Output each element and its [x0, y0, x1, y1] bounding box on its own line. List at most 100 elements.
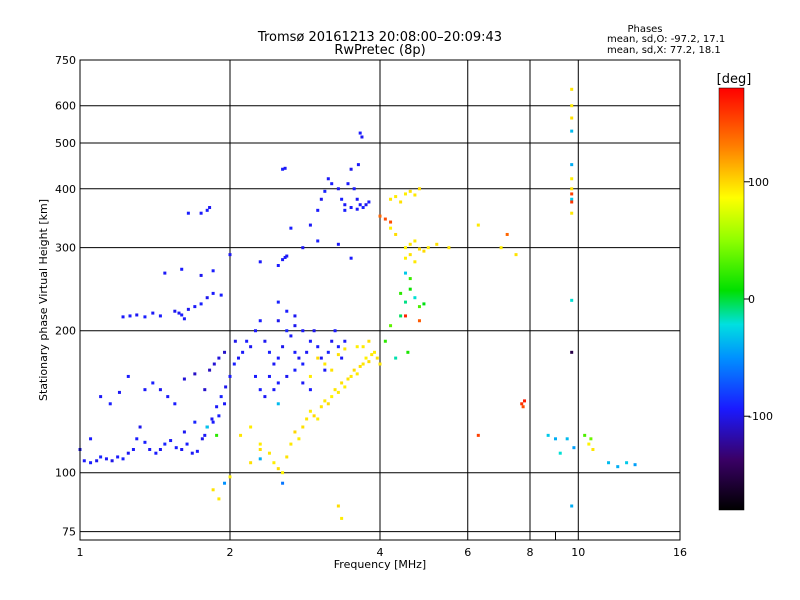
data-point — [383, 217, 387, 221]
data-point — [180, 267, 184, 271]
data-point — [570, 187, 574, 191]
data-point — [570, 200, 574, 204]
data-point — [121, 315, 125, 319]
data-point — [263, 395, 267, 399]
data-point — [163, 442, 167, 446]
data-point — [158, 447, 162, 451]
data-point — [219, 395, 223, 399]
data-point — [360, 135, 364, 139]
data-point — [212, 362, 216, 366]
data-point — [199, 302, 203, 306]
data-point — [316, 239, 320, 243]
data-point — [211, 269, 215, 273]
data-point — [272, 362, 276, 366]
y-tick-label: 300 — [55, 242, 76, 255]
data-point — [625, 461, 629, 465]
data-point — [154, 451, 158, 455]
data-point — [308, 223, 312, 227]
data-point — [135, 437, 139, 441]
colorbar-tick-label: 0 — [748, 293, 755, 306]
data-point — [166, 395, 170, 399]
data-point — [383, 339, 387, 343]
data-point — [399, 291, 403, 295]
x-tick-label: 6 — [464, 546, 471, 559]
data-point — [340, 516, 344, 520]
data-point — [258, 319, 262, 323]
data-point — [570, 298, 574, 302]
data-point — [232, 362, 236, 366]
data-point — [293, 314, 297, 318]
data-point — [323, 189, 327, 193]
data-point — [570, 177, 574, 181]
data-point — [89, 461, 93, 465]
data-point — [285, 374, 289, 378]
data-point — [276, 356, 280, 360]
data-point — [267, 451, 271, 455]
data-point — [131, 447, 135, 451]
data-point — [378, 362, 382, 366]
chart-title: Tromsø 20161213 20:08:00–20:09:43 — [257, 30, 502, 45]
data-point — [289, 442, 293, 446]
data-point — [476, 223, 480, 227]
data-point — [126, 451, 130, 455]
data-point — [355, 372, 359, 376]
data-point — [143, 315, 147, 319]
data-point — [285, 254, 289, 258]
data-point — [389, 226, 393, 230]
data-point — [293, 324, 297, 328]
data-point — [336, 345, 340, 349]
colorbar-tick-label: 100 — [748, 176, 769, 189]
data-point — [253, 374, 257, 378]
data-point — [199, 273, 203, 277]
data-point — [174, 446, 178, 450]
data-point — [319, 356, 323, 360]
data-point — [413, 296, 417, 300]
data-point — [367, 360, 371, 364]
data-point — [499, 246, 503, 250]
data-point — [217, 414, 221, 418]
data-point — [89, 437, 93, 441]
data-point — [205, 296, 209, 300]
data-point — [173, 309, 177, 313]
data-point — [211, 488, 215, 492]
data-point — [110, 459, 114, 463]
data-point — [182, 377, 186, 381]
data-point — [408, 242, 412, 246]
data-point — [276, 402, 280, 406]
data-point — [223, 350, 227, 354]
data-point — [316, 356, 320, 360]
data-point — [215, 405, 219, 409]
data-point — [355, 345, 359, 349]
data-point — [394, 356, 398, 360]
data-point — [343, 208, 347, 212]
data-point — [190, 451, 194, 455]
data-point — [158, 314, 162, 318]
colorbar-ticks: 100 0 -100 — [744, 176, 773, 423]
data-point — [293, 368, 297, 372]
data-point — [99, 395, 103, 399]
data-point — [336, 242, 340, 246]
data-point — [186, 211, 190, 215]
data-point — [180, 447, 184, 451]
data-point — [258, 260, 262, 264]
data-point — [281, 471, 285, 475]
data-point — [95, 459, 99, 463]
y-tick-label: 500 — [55, 137, 76, 150]
data-point — [326, 177, 330, 181]
data-point — [346, 182, 350, 186]
data-point — [570, 197, 574, 201]
data-point — [217, 356, 221, 360]
data-point — [143, 388, 147, 392]
data-point — [312, 414, 316, 418]
data-point — [367, 339, 371, 343]
data-point — [336, 353, 340, 357]
data-point — [249, 345, 253, 349]
data-point — [158, 388, 162, 392]
data-point — [361, 362, 365, 366]
data-point — [514, 253, 518, 257]
data-point — [389, 220, 393, 224]
data-point — [117, 390, 121, 394]
data-point — [258, 447, 262, 451]
data-point — [128, 314, 132, 318]
data-point — [301, 425, 305, 429]
